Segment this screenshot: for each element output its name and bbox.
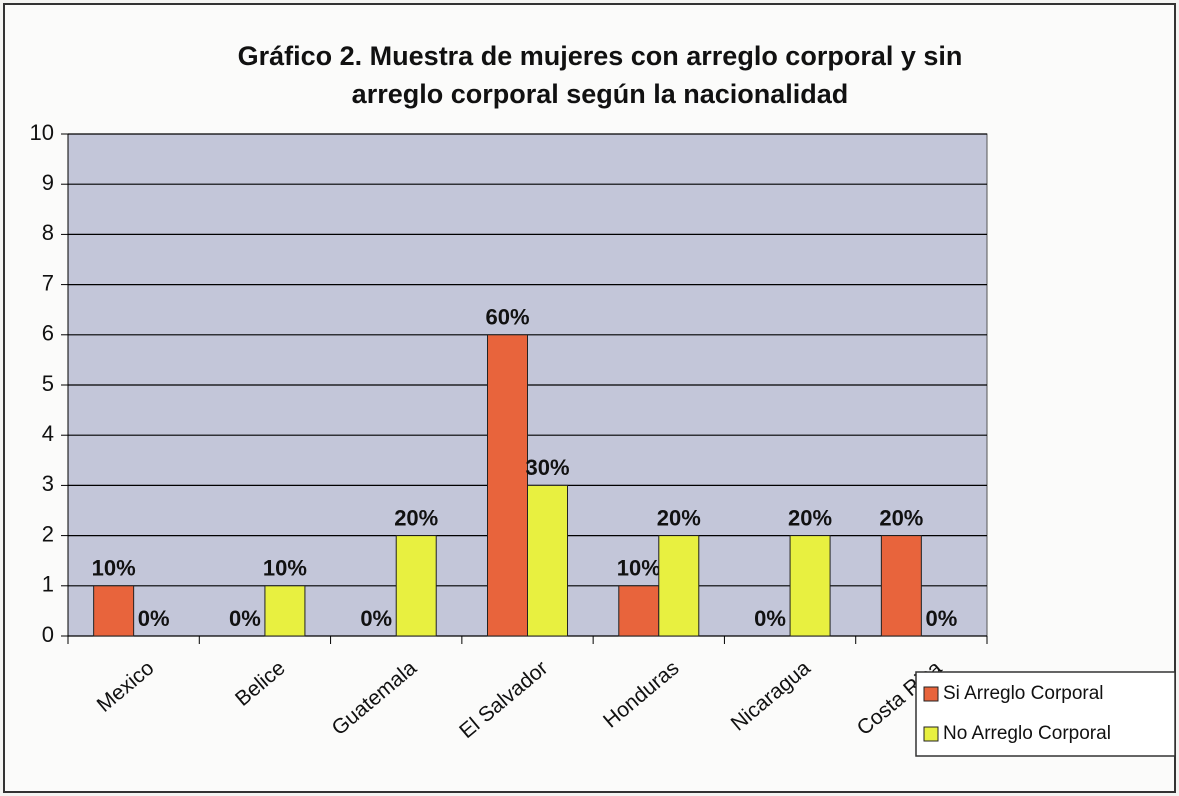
bar bbox=[618, 585, 660, 637]
value-label: 10% bbox=[92, 556, 136, 581]
bar bbox=[395, 535, 437, 637]
legend-swatch bbox=[923, 726, 939, 742]
y-tick-label: 4 bbox=[42, 421, 54, 446]
y-tick-label: 5 bbox=[42, 371, 54, 396]
y-tick-label: 2 bbox=[42, 521, 54, 546]
value-label: 0% bbox=[229, 606, 261, 631]
bar bbox=[487, 334, 528, 637]
value-label: 60% bbox=[485, 305, 529, 330]
value-label: 20% bbox=[788, 505, 832, 530]
value-label: 20% bbox=[394, 505, 438, 530]
value-label: 10% bbox=[617, 556, 661, 581]
y-tick-label: 1 bbox=[42, 572, 54, 597]
legend-swatch bbox=[923, 686, 939, 702]
y-tick-label: 7 bbox=[42, 270, 54, 295]
y-tick-label: 0 bbox=[42, 622, 54, 647]
bar bbox=[789, 535, 831, 637]
y-tick-label: 10 bbox=[30, 120, 54, 145]
value-label: 0% bbox=[360, 606, 392, 631]
legend-label: No Arreglo Corporal bbox=[943, 723, 1111, 744]
value-label: 20% bbox=[657, 505, 701, 530]
bar bbox=[93, 585, 135, 637]
value-label: 0% bbox=[138, 606, 170, 631]
legend-box bbox=[915, 671, 1176, 757]
bar bbox=[658, 535, 700, 637]
value-label: 10% bbox=[263, 556, 307, 581]
bar bbox=[527, 484, 568, 637]
chart-subtitle: arreglo corporal según la nacionalidad bbox=[352, 79, 849, 109]
value-label: 0% bbox=[754, 606, 786, 631]
value-label: 30% bbox=[525, 455, 569, 480]
y-tick-label: 3 bbox=[42, 471, 54, 496]
y-tick-label: 9 bbox=[42, 170, 54, 195]
legend-label: Si Arreglo Corporal bbox=[943, 683, 1104, 704]
bar bbox=[264, 585, 306, 637]
value-label: 20% bbox=[879, 505, 923, 530]
value-label: 0% bbox=[925, 606, 957, 631]
y-tick-label: 6 bbox=[42, 321, 54, 346]
chart-title: Gráfico 2. Muestra de mujeres con arregl… bbox=[238, 41, 963, 71]
y-tick-label: 8 bbox=[42, 220, 54, 245]
bar bbox=[880, 535, 922, 637]
